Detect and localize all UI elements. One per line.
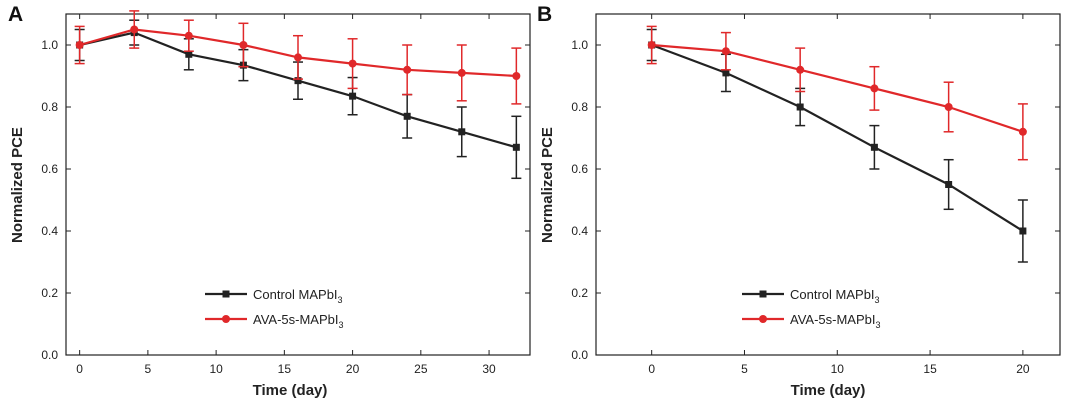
data-point (512, 72, 521, 80)
legend: Control MAPbI3 AVA-5s-MAPbI3 (790, 287, 881, 330)
legend-label-ava: AVA-5s-MAPbI3 (790, 312, 881, 330)
data-point (130, 25, 139, 34)
x-tick-label: 25 (414, 362, 428, 376)
y-tick-label: 0.6 (41, 162, 58, 176)
data-point (870, 84, 879, 93)
data-point (722, 69, 730, 77)
data-point (349, 92, 357, 100)
legend-marker (759, 315, 767, 323)
y-axis-title: Normalized PCE (9, 127, 26, 243)
data-point (1018, 127, 1027, 136)
data-point (1019, 227, 1027, 235)
y-axis-title: Normalized PCE (539, 127, 556, 243)
legend-label-ava: AVA-5s-MAPbI3 (253, 312, 344, 330)
data-point (239, 41, 248, 49)
plot-frame (65, 13, 531, 356)
data-point (403, 65, 412, 74)
panel-label: B (537, 3, 552, 26)
y-tick-label: 0.0 (571, 348, 588, 362)
data-point (294, 77, 302, 85)
series-ava (74, 10, 522, 105)
series-control (646, 28, 1028, 263)
chart-panel-a: A Normalized PCE Time (day) 0 5 10 15 20… (8, 3, 531, 399)
data-point (870, 143, 878, 151)
x-tick-label: 0 (76, 362, 83, 376)
data-point (945, 181, 953, 188)
x-axis-title: Time (day) (253, 382, 328, 399)
x-ticks: 0 5 10 15 20 (648, 362, 1030, 376)
x-tick-label: 5 (145, 362, 152, 376)
y-tick-label: 0.2 (41, 286, 58, 300)
y-tick-label: 0.4 (41, 224, 58, 238)
data-point (796, 65, 805, 74)
y-tick-label: 0.8 (41, 100, 58, 114)
data-point (348, 59, 357, 68)
data-point (294, 53, 302, 62)
x-tick-label: 30 (482, 362, 496, 376)
x-tick-label: 5 (741, 362, 748, 376)
panel-label: A (8, 3, 23, 26)
y-tick-label: 0.4 (571, 224, 588, 238)
y-tick-label: 0.2 (571, 286, 588, 300)
data-point (721, 47, 730, 56)
chart-panel-b: B Normalized PCE Time (day) 0 5 10 15 20… (537, 3, 1061, 399)
y-tick-label: 0.6 (571, 162, 588, 176)
x-tick-label: 10 (831, 362, 845, 376)
x-ticks: 0 5 10 15 20 25 30 (76, 362, 496, 376)
legend-label-control: Control MAPbI3 (253, 287, 343, 305)
x-tick-label: 20 (1016, 362, 1030, 376)
data-point (75, 41, 84, 49)
plot-frame (595, 13, 1061, 356)
data-point (796, 103, 804, 111)
x-tick-label: 15 (278, 362, 292, 376)
data-point (403, 112, 411, 120)
legend-marker (222, 290, 230, 298)
series-line (651, 43, 1024, 232)
x-tick-label: 20 (346, 362, 360, 376)
legend-marker (759, 290, 767, 298)
series-ava (646, 25, 1028, 161)
data-point (512, 143, 520, 151)
data-point (457, 68, 466, 77)
legend-marker (222, 315, 230, 323)
x-tick-label: 0 (648, 362, 655, 376)
legend: Control MAPbI3 AVA-5s-MAPbI3 (253, 287, 344, 330)
x-tick-label: 10 (209, 362, 223, 376)
data-point (184, 31, 193, 40)
data-point (944, 103, 953, 111)
y-tick-label: 1.0 (571, 38, 588, 52)
x-tick-label: 15 (923, 362, 937, 376)
y-tick-label: 0.8 (571, 100, 588, 114)
data-point (647, 41, 656, 49)
y-tick-label: 1.0 (41, 38, 58, 52)
x-axis-title: Time (day) (791, 382, 866, 399)
y-ticks: 0.0 0.2 0.4 0.6 0.8 1.0 (41, 38, 58, 362)
data-point (458, 128, 466, 136)
series-line (651, 43, 1024, 133)
y-tick-label: 0.0 (41, 348, 58, 362)
legend-label-control: Control MAPbI3 (790, 287, 880, 305)
y-ticks: 0.0 0.2 0.4 0.6 0.8 1.0 (571, 38, 588, 362)
data-point (185, 50, 193, 58)
